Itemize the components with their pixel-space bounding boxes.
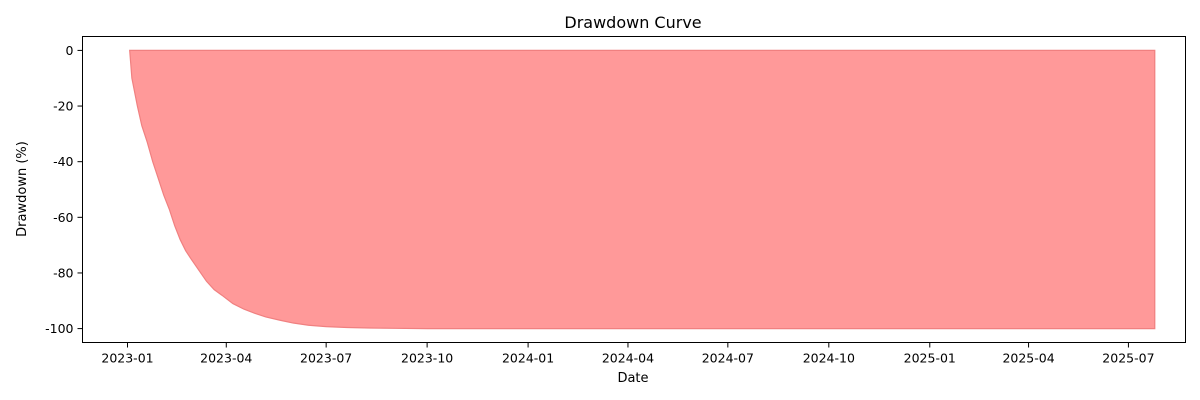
x-tick-label: 2023-10 <box>401 351 453 366</box>
x-tick-label: 2023-04 <box>200 351 252 366</box>
x-tick-label: 2025-04 <box>1002 351 1054 366</box>
chart-title: Drawdown Curve <box>564 13 701 32</box>
y-tick-label: -40 <box>53 154 73 169</box>
x-axis: 2023-01 2023-04 2023-07 2023-10 2024-01 2024-… <box>101 342 1155 366</box>
x-tick-label: 2024-07 <box>702 351 754 366</box>
y-tick-label: -80 <box>53 265 73 280</box>
x-tick-label: 2023-07 <box>300 351 352 366</box>
x-tick-label: 2024-01 <box>502 351 554 366</box>
plot-frame <box>82 36 1186 343</box>
x-axis-label: Date <box>617 371 648 386</box>
x-tick-label: 2023-01 <box>101 351 153 366</box>
x-tick-label: 2025-01 <box>904 351 956 366</box>
x-tick-label: 2024-10 <box>803 351 855 366</box>
y-tick-label: -20 <box>53 99 73 114</box>
x-tick-label: 2024-04 <box>602 351 654 366</box>
x-tick-label: 2025-07 <box>1102 351 1154 366</box>
y-tick-label: -100 <box>45 321 73 336</box>
y-tick-label: -60 <box>53 210 73 225</box>
area-layer <box>129 49 1156 330</box>
y-axis-label: Drawdown (%) <box>15 141 30 237</box>
y-axis: 0 -20 -40 -60 -80 -100 <box>45 43 83 336</box>
drawdown-area-0 <box>129 49 1156 330</box>
y-tick-label: 0 <box>66 43 74 58</box>
